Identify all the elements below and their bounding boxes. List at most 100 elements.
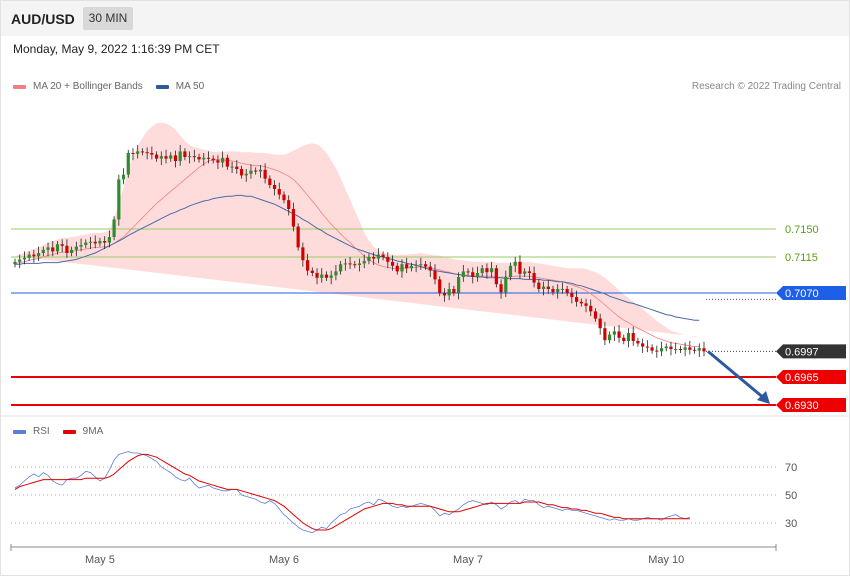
candle-body [46, 247, 50, 250]
rsi-line [14, 451, 690, 534]
candle-body [216, 160, 220, 163]
candle-body [428, 266, 432, 271]
candle-body [626, 333, 631, 341]
candle-body [202, 157, 206, 160]
candle-body [461, 271, 465, 277]
candle-body [386, 257, 390, 262]
candle-body [150, 153, 154, 155]
candle-body [433, 270, 437, 280]
credit-text: Research © 2022 Trading Central [691, 81, 841, 92]
candle-body [362, 261, 366, 264]
ma9-legend-swatch [62, 429, 76, 434]
rsi-tick-70: 70 [785, 462, 797, 474]
ma50-legend-swatch [155, 84, 169, 89]
candle-body [641, 343, 645, 347]
candle-body [154, 154, 159, 159]
rsi-tick-50: 50 [785, 490, 797, 502]
candle-body [494, 268, 498, 285]
candle-body [70, 249, 74, 253]
candle-body [178, 151, 182, 161]
candle-body [159, 156, 163, 159]
candle-body [697, 348, 701, 351]
candle-body [419, 264, 423, 266]
candle-body [442, 293, 447, 296]
candle-body [622, 337, 626, 341]
candle-body [22, 257, 27, 260]
candle-body [117, 179, 121, 220]
candle-body [475, 273, 480, 277]
rsi-legend-label: RSI [33, 426, 50, 437]
candle-body [188, 156, 192, 158]
candle-body [438, 279, 442, 293]
candle-body [447, 289, 451, 296]
candle-body [541, 286, 546, 289]
candle-body [636, 341, 640, 344]
candle-body [230, 166, 234, 168]
candle-body [603, 328, 607, 341]
candle-body [353, 264, 357, 266]
candle-body [532, 273, 536, 283]
candle-body [414, 265, 418, 266]
candle-body [452, 289, 456, 293]
ma9-legend-label: 9MA [82, 426, 104, 437]
candle-body [395, 265, 399, 272]
candle-body [655, 350, 659, 352]
candle-body [55, 244, 60, 252]
bb-legend-label: MA 20 + Bollinger Bands [33, 81, 143, 92]
candle-body [301, 247, 305, 261]
level-tag-0.7070 [776, 286, 846, 300]
candle-body [508, 265, 513, 277]
candle-body [263, 169, 267, 179]
bollinger-band [15, 122, 700, 337]
timeframe-button[interactable]: 30 MIN [83, 7, 133, 30]
candles [13, 145, 706, 358]
candle-body [51, 247, 55, 252]
candle-body [570, 293, 574, 297]
candle-body [183, 151, 187, 157]
candle-body [329, 275, 333, 278]
candle-body [527, 271, 531, 273]
candle-body [357, 263, 362, 265]
candle-body [244, 173, 248, 176]
candle-body [103, 241, 107, 243]
x-tick-label: May 6 [269, 554, 299, 566]
candle-body [692, 349, 697, 351]
header-bar [1, 1, 849, 36]
level-label-0.6997: 0.6997 [785, 346, 819, 358]
rsi-tick-30: 30 [785, 518, 797, 530]
candle-body [565, 289, 569, 293]
candle-body [334, 271, 338, 276]
candle-body [18, 259, 22, 262]
candle-body [206, 157, 211, 159]
candle-body [556, 289, 560, 293]
candle-body [27, 254, 31, 258]
candle-body [315, 273, 319, 278]
candle-body [192, 156, 196, 158]
candle-body [584, 303, 588, 306]
candle-body [93, 241, 97, 244]
candle-body [683, 347, 687, 350]
candle-body [235, 166, 239, 169]
candle-body [343, 263, 347, 265]
candle-body [405, 264, 409, 269]
candle-body [98, 241, 102, 244]
candle-body [310, 270, 314, 273]
candle-body [249, 170, 253, 174]
candle-body [645, 346, 649, 348]
candle-body [367, 257, 371, 261]
candle-body [513, 261, 517, 266]
candle-body [164, 156, 168, 159]
candle-body [485, 268, 489, 273]
candle-body [608, 334, 612, 341]
rsi-ma-line [14, 453, 690, 531]
candle-body [504, 277, 508, 293]
candle-body [518, 261, 522, 274]
candle-body [669, 346, 673, 349]
level-label-0.6930: 0.6930 [785, 400, 819, 412]
level-label-0.7115: 0.7115 [785, 252, 818, 264]
candle-body [254, 170, 258, 172]
candle-body [197, 157, 201, 160]
candle-body [173, 155, 178, 161]
price-legend: MA 20 + Bollinger Bands MA 50 [13, 81, 204, 92]
candle-body [268, 178, 272, 185]
